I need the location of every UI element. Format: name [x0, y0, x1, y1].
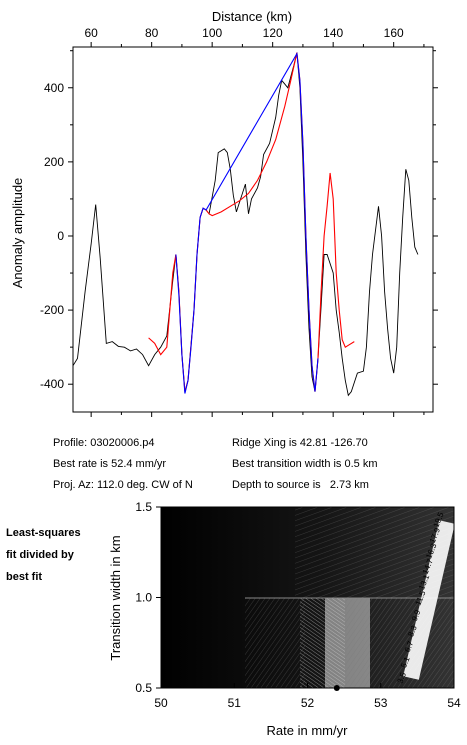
side-label-line-3: best fit — [6, 571, 43, 583]
top-plot-frame — [72, 46, 434, 413]
contour-label: 9.9 — [410, 608, 423, 622]
contour-label: 6.7 — [403, 639, 416, 653]
hm-x-tick-label: 52 — [301, 696, 315, 710]
contour-label: 13.1 — [417, 573, 431, 591]
heatmap-texture-lower-left — [245, 598, 305, 688]
contour-label: 11.5 — [414, 589, 428, 607]
ridge-label: Ridge Xing is 42.81 -126.70 — [232, 437, 368, 449]
best-rate-label: Best rate is 52.4 mm/yr — [53, 458, 167, 470]
side-label: Least-squares fit divided by best fit — [6, 522, 106, 588]
contour-label: 17.9 — [428, 526, 442, 544]
top-x-ticks: 60 80 100 120 140 160 — [84, 26, 425, 417]
top-y-ticks: -400 -200 0 200 400 — [40, 50, 438, 391]
heatmap-x-axis-label: Rate in mm/yr — [267, 723, 349, 738]
heatmap-texture-lower-mid — [300, 598, 345, 688]
heatmap-background — [161, 507, 454, 688]
top-x-tick-label: 160 — [384, 26, 404, 40]
heatmap-texture-upper — [295, 507, 454, 598]
proj-label: Proj. Az: 112.0 deg. CW of N — [53, 479, 193, 491]
best-fit-marker — [333, 685, 340, 691]
top-x-axis-label: Distance (km) — [212, 9, 292, 24]
depth-label: Depth to source is 2.73 km — [232, 479, 369, 491]
top-y-tick-label: 200 — [44, 155, 64, 169]
top-x-tick-label: 100 — [202, 26, 222, 40]
best-width-label: Best transition width is 0.5 km — [232, 458, 378, 470]
heatmap-texture-lower-right — [345, 598, 454, 688]
contour-label: 8.3 — [406, 624, 419, 638]
top-y-tick-label: -200 — [40, 303, 64, 317]
top-x-tick-label: 140 — [323, 26, 343, 40]
top-y-axis-label: Anomaly amplitude — [10, 178, 25, 289]
profile-label: Profile: 03020006.p4 — [53, 437, 155, 449]
top-x-tick-label: 80 — [145, 26, 159, 40]
heatmap-y-ticks: 0.5 1.0 1.5 — [135, 500, 161, 695]
hm-x-tick-label: 53 — [374, 696, 388, 710]
side-label-line-1: Least-squares — [6, 527, 81, 539]
contour-labels: 19.517.916.314.713.111.59.9 8.36.7 5.1 3.5 — [396, 510, 454, 685]
anomaly-chart: Distance (km) 60 80 100 120 140 160 Anomaly a… — [10, 9, 438, 417]
hm-x-tick-label: 51 — [228, 696, 242, 710]
heatmap-frame — [160, 506, 455, 689]
hm-x-tick-label: 54 — [447, 696, 461, 710]
top-y-tick-label: -400 — [40, 377, 64, 391]
hm-x-tick-label: 50 — [154, 696, 168, 710]
heatmap-bright-zone — [325, 598, 370, 688]
series-line-1 — [148, 52, 355, 392]
top-x-tick-label: 60 — [84, 26, 98, 40]
series-line-0 — [72, 52, 419, 397]
top-y-tick-label: 400 — [44, 81, 64, 95]
contour-label: 14.7 — [421, 557, 435, 575]
heatmap-x-ticks: 50 51 52 53 54 — [154, 683, 461, 710]
hm-y-tick-label: 1.5 — [135, 500, 152, 514]
contour-label: 19.5 — [432, 510, 446, 528]
contour-label: 5.1 — [399, 655, 412, 669]
contour-ribbon — [403, 520, 454, 680]
contour-label: 3.5 — [396, 671, 409, 685]
top-series — [72, 51, 419, 397]
hm-y-tick-label: 1.0 — [135, 591, 152, 605]
top-y-tick-label: 0 — [57, 229, 64, 243]
heatmap-y-axis-label: Transition width in km — [108, 535, 123, 660]
contour-label: 16.3 — [424, 542, 438, 560]
top-x-tick-label: 120 — [263, 26, 283, 40]
hm-y-tick-label: 0.5 — [135, 681, 152, 695]
series-line-2 — [175, 51, 319, 394]
side-label-line-2: fit divided by — [6, 549, 74, 561]
